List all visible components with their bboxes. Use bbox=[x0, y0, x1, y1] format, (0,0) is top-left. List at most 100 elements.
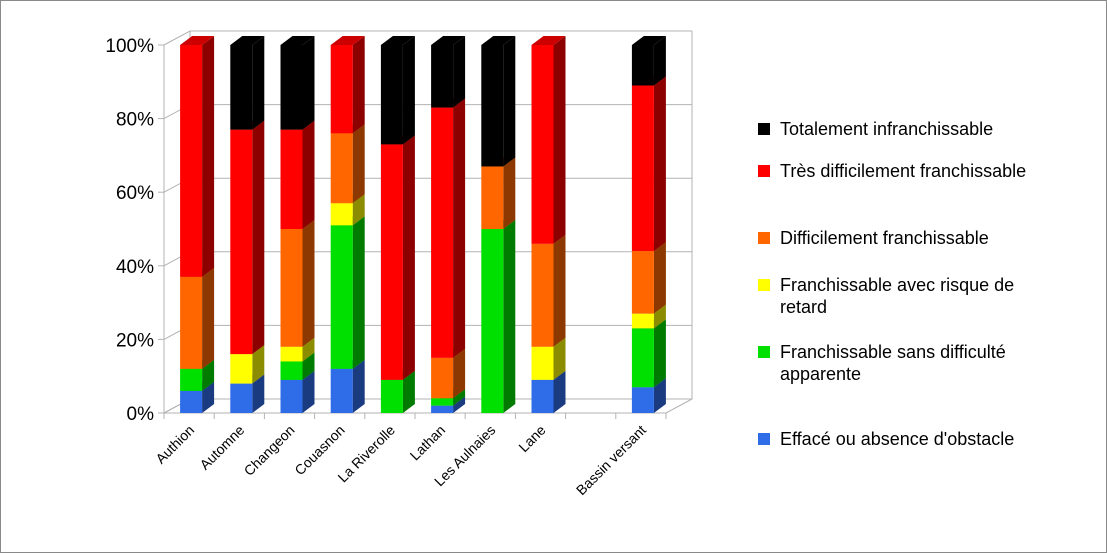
bar-front bbox=[180, 390, 203, 413]
y-tick-label: 20% bbox=[116, 330, 154, 351]
bar-top bbox=[531, 36, 566, 45]
bar-front bbox=[230, 129, 253, 355]
bar-side bbox=[653, 319, 666, 388]
gridline bbox=[163, 30, 692, 46]
bar-front bbox=[230, 383, 253, 413]
bar-front bbox=[631, 387, 654, 413]
bar-front bbox=[631, 251, 654, 314]
legend-swatch bbox=[758, 279, 770, 291]
bar-side bbox=[302, 337, 315, 362]
bar-segment bbox=[431, 36, 466, 108]
bar-front bbox=[431, 107, 454, 358]
bar-front bbox=[280, 361, 303, 380]
bar-segment bbox=[230, 36, 265, 130]
x-category-label: Changeon bbox=[241, 422, 298, 479]
bar-side bbox=[352, 194, 365, 226]
bar-segment bbox=[380, 36, 415, 145]
bar-side bbox=[352, 36, 365, 134]
bar-top bbox=[380, 36, 415, 45]
bar-top bbox=[481, 36, 516, 45]
bar-front bbox=[380, 379, 403, 413]
bar-side bbox=[302, 120, 315, 229]
bar-top bbox=[230, 36, 265, 45]
legend-swatch bbox=[758, 433, 770, 445]
bar-front bbox=[531, 45, 554, 244]
bar-segment bbox=[481, 157, 516, 229]
bar-segment bbox=[280, 120, 315, 229]
bar-front bbox=[180, 45, 203, 277]
bar-segment bbox=[531, 234, 566, 347]
bar-side bbox=[553, 370, 566, 413]
bar-side bbox=[302, 352, 315, 380]
bar-top bbox=[431, 36, 466, 45]
bar-side bbox=[653, 76, 666, 252]
bars bbox=[180, 36, 666, 413]
legend-label: Totalement infranchissable bbox=[780, 119, 993, 139]
bar-side bbox=[653, 378, 666, 413]
bar-side bbox=[653, 242, 666, 314]
legend-swatch bbox=[758, 232, 770, 244]
bar-front bbox=[431, 398, 454, 406]
bar-side bbox=[653, 36, 666, 86]
bar-front bbox=[330, 203, 353, 226]
x-category-label: Automne bbox=[196, 422, 247, 473]
bar-top bbox=[330, 36, 365, 45]
legend-swatch bbox=[758, 165, 770, 177]
bar-side bbox=[453, 36, 466, 108]
bar-side bbox=[553, 337, 566, 380]
bar-front bbox=[280, 346, 303, 362]
bar-side bbox=[453, 348, 466, 399]
bar-segment bbox=[180, 36, 215, 277]
bar-segment bbox=[631, 319, 666, 388]
bar-side bbox=[252, 120, 265, 355]
bar-segment bbox=[431, 98, 466, 358]
x-category-label: Authion bbox=[152, 422, 197, 467]
bar-front bbox=[180, 368, 203, 391]
legend-item: Très difficilement franchissable bbox=[758, 161, 1026, 181]
y-tick-label: 100% bbox=[105, 36, 154, 57]
bar-front bbox=[230, 45, 253, 130]
legend: Totalement infranchissable Très difficile… bbox=[758, 119, 1026, 449]
bar-segment bbox=[330, 36, 365, 134]
bar-segment bbox=[380, 135, 415, 380]
bar-side bbox=[202, 36, 215, 277]
bar-front bbox=[330, 45, 353, 134]
bar-top bbox=[631, 36, 666, 45]
bar-front bbox=[431, 45, 454, 108]
bar-front bbox=[180, 276, 203, 369]
bar-segment bbox=[330, 359, 365, 413]
legend-label: Difficilement franchissable bbox=[780, 228, 989, 248]
bar-side bbox=[402, 36, 415, 145]
bar-front bbox=[531, 379, 554, 413]
bar-side bbox=[402, 370, 415, 413]
bar-side bbox=[302, 36, 315, 130]
bar-front bbox=[631, 45, 654, 86]
legend-label: apparente bbox=[780, 364, 861, 384]
bar-front bbox=[531, 346, 554, 380]
bar-side bbox=[402, 135, 415, 380]
bar-front bbox=[380, 144, 403, 380]
y-tick-label: 60% bbox=[116, 183, 154, 204]
bar-side bbox=[352, 124, 365, 204]
x-category-label: Bassin versant bbox=[573, 422, 649, 498]
y-tick-label: 80% bbox=[116, 110, 154, 131]
y-axis-ticks: 0% 20% 40% 60% 80% 100% bbox=[105, 36, 154, 425]
bar-side bbox=[302, 220, 315, 347]
legend-item: Effacé ou absence d'obstacle bbox=[758, 429, 1014, 449]
bar-side bbox=[302, 370, 315, 413]
bar-segment bbox=[481, 36, 516, 167]
bar-front bbox=[330, 133, 353, 204]
legend-swatch bbox=[758, 123, 770, 135]
bar-segment bbox=[631, 242, 666, 314]
legend-item: Difficilement franchissable bbox=[758, 228, 989, 248]
y-tick-label: 0% bbox=[127, 404, 155, 425]
legend-swatch bbox=[758, 346, 770, 358]
bar-side bbox=[453, 389, 466, 406]
bar-top bbox=[280, 36, 315, 45]
bar-side bbox=[653, 304, 666, 329]
bar-side bbox=[252, 345, 265, 384]
